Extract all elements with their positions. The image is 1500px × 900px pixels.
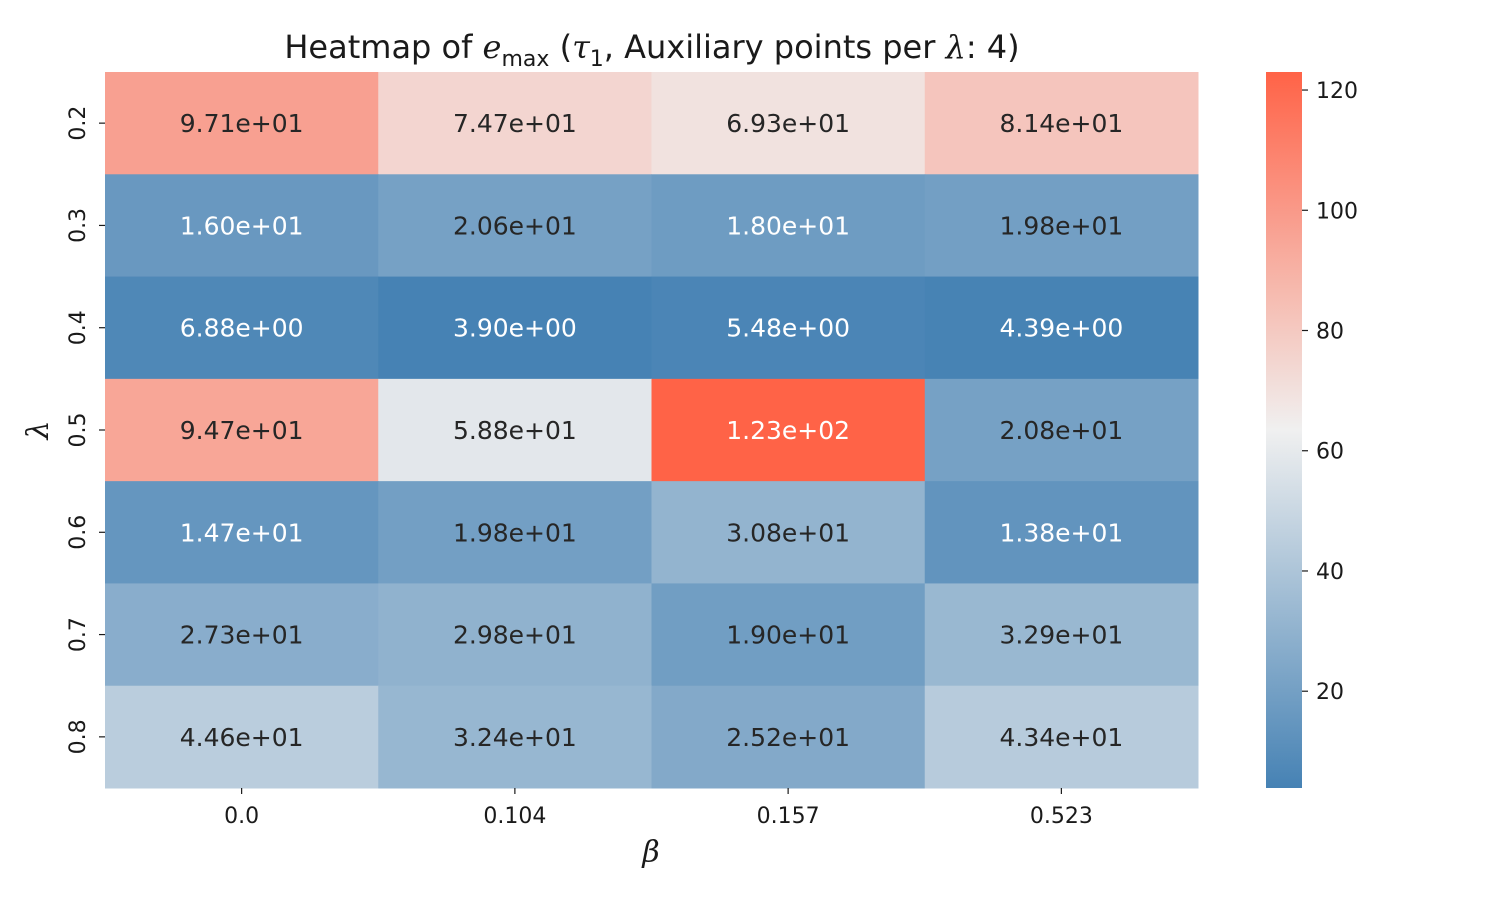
title-tau-sub: 1 [590, 47, 604, 72]
cell-value-label: 4.46e+01 [180, 723, 304, 752]
colorbar-tick-label: 20 [1316, 680, 1344, 705]
heatmap-cells: 9.71e+01 7.47e+01 6.93e+01 8.14e+01 1.60e+01… [105, 72, 1199, 789]
heatmap-cell [924, 481, 1199, 584]
cell-value-label: 1.98e+01 [453, 518, 577, 547]
cell-value-label: 1.23e+02 [726, 416, 850, 445]
heatmap-cell [378, 378, 652, 482]
heatmap-cell [651, 378, 926, 482]
x-axis-label: β [641, 835, 659, 870]
cell-value-label: 1.47e+01 [180, 518, 304, 547]
colorbar-tick-label: 120 [1316, 79, 1358, 104]
title-suffix-b: : 4) [966, 28, 1020, 66]
heatmap-cell [378, 583, 652, 687]
y-axis-label: λ [21, 420, 56, 440]
heatmap-cell [651, 174, 926, 278]
cell-value-label: 5.48e+00 [726, 314, 850, 343]
x-tick-label: 0.523 [1030, 804, 1093, 829]
heatmap-cell [105, 481, 379, 584]
heatmap-cell [378, 276, 652, 380]
y-tick-label: 0.5 [66, 413, 91, 448]
x-axis: 0.0 0.104 0.157 0.523 [224, 788, 1093, 829]
cell-value-label: 5.88e+01 [453, 416, 577, 445]
y-axis: 0.2 0.3 0.4 0.5 0.6 0.7 0.8 [66, 106, 105, 754]
heatmap-cell [105, 174, 379, 278]
x-tick-label: 0.0 [224, 804, 259, 829]
colorbar-tick-label: 60 [1316, 440, 1344, 465]
cell-value-label: 1.38e+01 [999, 518, 1123, 547]
heatmap-cell [651, 685, 926, 789]
heatmap-cell [924, 378, 1199, 482]
heatmap-cell [378, 174, 652, 278]
y-tick-label: 0.6 [66, 515, 91, 550]
y-tick-label: 0.2 [66, 106, 91, 141]
title-prefix: Heatmap of [284, 28, 482, 66]
cell-value-label: 7.47e+01 [453, 109, 577, 138]
heatmap-cell [651, 72, 926, 175]
chart-title: Heatmap of emax (τ1, Auxiliary points pe… [284, 28, 1019, 72]
cell-value-label: 2.73e+01 [180, 621, 304, 650]
colorbar-tick-label: 100 [1316, 199, 1358, 224]
heatmap-cell [651, 276, 926, 380]
cell-value-label: 2.98e+01 [453, 621, 577, 650]
cell-value-label: 3.90e+00 [453, 314, 577, 343]
cell-value-label: 2.08e+01 [999, 416, 1123, 445]
heatmap-cell [924, 685, 1199, 789]
x-tick-label: 0.104 [483, 804, 546, 829]
heatmap-cell [651, 481, 926, 584]
heatmap-cell [105, 378, 379, 482]
y-tick-label: 0.4 [66, 310, 91, 345]
x-tick-label: 0.157 [757, 804, 820, 829]
heatmap-cell [105, 276, 379, 380]
heatmap-cell [924, 174, 1199, 278]
heatmap-cell [924, 583, 1199, 687]
cell-value-label: 8.14e+01 [999, 109, 1123, 138]
cell-value-label: 1.80e+01 [726, 211, 850, 240]
heatmap-cell [651, 583, 926, 687]
cell-value-label: 1.60e+01 [180, 211, 304, 240]
title-middle: ( [549, 28, 572, 66]
heatmap-cell [378, 72, 652, 175]
colorbar-tick-label: 40 [1316, 560, 1344, 585]
cell-value-label: 9.47e+01 [180, 416, 304, 445]
y-tick-label: 0.3 [66, 208, 91, 243]
cell-value-label: 3.24e+01 [453, 723, 577, 752]
cell-value-label: 4.39e+00 [999, 314, 1123, 343]
title-subscript: max [501, 47, 549, 72]
heatmap-cell [924, 276, 1199, 380]
cell-value-label: 2.52e+01 [726, 723, 850, 752]
cell-value-label: 3.08e+01 [726, 518, 850, 547]
colorbar-gradient [1266, 72, 1302, 788]
title-symbol: e [483, 28, 502, 66]
cell-value-label: 3.29e+01 [999, 621, 1123, 650]
title-tau: τ [572, 28, 591, 66]
title-lambda: λ [944, 28, 966, 66]
cell-value-label: 1.98e+01 [999, 211, 1123, 240]
y-tick-label: 0.8 [66, 719, 91, 754]
title-suffix-a: , Auxiliary points per [604, 28, 946, 66]
cell-value-label: 1.90e+01 [726, 621, 850, 650]
cell-value-label: 6.93e+01 [726, 109, 850, 138]
heatmap-cell [378, 481, 652, 584]
colorbar: 20 40 60 80 100 120 [1266, 72, 1358, 788]
heatmap-cell [105, 583, 379, 687]
heatmap-cell [105, 685, 379, 789]
y-tick-label: 0.7 [66, 617, 91, 652]
cell-value-label: 4.34e+01 [999, 723, 1123, 752]
heatmap-cell [924, 72, 1199, 175]
cell-value-label: 6.88e+00 [180, 314, 304, 343]
heatmap-cell [378, 685, 652, 789]
colorbar-tick-label: 80 [1316, 320, 1344, 345]
cell-value-label: 2.06e+01 [453, 211, 577, 240]
heatmap-cell [105, 72, 379, 175]
cell-value-label: 9.71e+01 [180, 109, 304, 138]
